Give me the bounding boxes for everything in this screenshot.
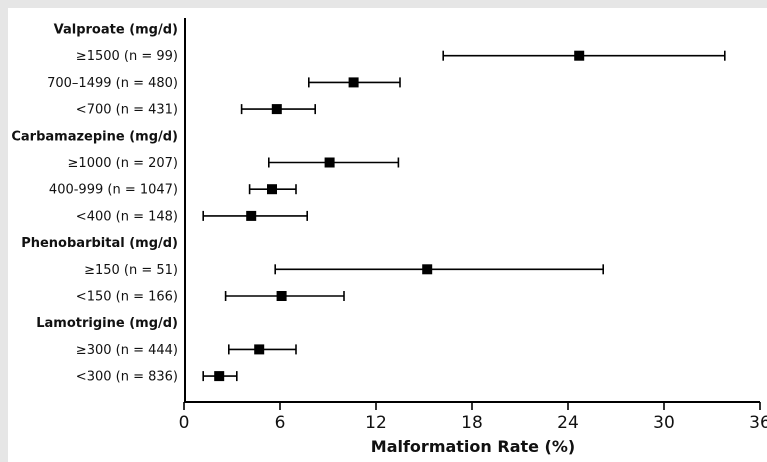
row-label: <150 (n = 166) bbox=[76, 290, 178, 305]
row-label: <300 (n = 836) bbox=[76, 370, 178, 385]
x-tick-label: 6 bbox=[275, 413, 286, 433]
x-axis-title: Malformation Rate (%) bbox=[371, 437, 575, 456]
point-estimate-marker bbox=[422, 264, 433, 275]
point-estimate-marker bbox=[254, 344, 265, 355]
x-tick-label: 0 bbox=[179, 413, 190, 433]
x-tick-label: 24 bbox=[557, 413, 579, 433]
point-estimate-marker bbox=[574, 50, 585, 61]
group-label: Carbamazepine (mg/d) bbox=[11, 129, 178, 144]
x-tick-label: 36 bbox=[749, 413, 767, 433]
point-estimate-marker bbox=[276, 291, 287, 301]
row-label: ≥1000 (n = 207) bbox=[68, 156, 178, 171]
row-label: ≥300 (n = 444) bbox=[76, 343, 178, 358]
x-axis-ticks: 0 6 12 18 24 30 36 bbox=[179, 402, 767, 433]
x-tick-label: 30 bbox=[653, 413, 675, 433]
group-label: Valproate (mg/d) bbox=[54, 23, 178, 38]
row-label: <400 (n = 148) bbox=[76, 209, 178, 224]
row-label: <700 (n = 431) bbox=[76, 103, 178, 118]
row-label: ≥1500 (n = 99) bbox=[76, 49, 178, 64]
x-tick-label: 18 bbox=[461, 413, 483, 433]
group-label: Phenobarbital (mg/d) bbox=[21, 236, 178, 251]
row-label: ≥150 (n = 51) bbox=[84, 263, 178, 278]
x-tick-label: 12 bbox=[365, 413, 387, 433]
row-labels: Valproate (mg/d) ≥1500 (n = 99) 700–1499 (… bbox=[11, 23, 178, 385]
forest-plot-figure: Valproate (mg/d) ≥1500 (n = 99) 700–1499 (… bbox=[8, 8, 767, 462]
point-estimate-marker bbox=[271, 104, 282, 115]
point-estimate-marker bbox=[246, 210, 257, 221]
axes bbox=[184, 18, 760, 403]
row-label: 400-999 (n = 1047) bbox=[49, 183, 178, 198]
group-label: Lamotrigine (mg/d) bbox=[36, 316, 178, 331]
point-estimate-marker bbox=[214, 371, 225, 382]
point-estimate-marker bbox=[267, 184, 277, 195]
forest-marks bbox=[202, 50, 726, 382]
point-estimate-marker bbox=[348, 77, 359, 88]
forest-plot: Valproate (mg/d) ≥1500 (n = 99) 700–1499 (… bbox=[11, 18, 767, 456]
point-estimate-marker bbox=[324, 157, 335, 168]
row-label: 700–1499 (n = 480) bbox=[47, 76, 178, 91]
